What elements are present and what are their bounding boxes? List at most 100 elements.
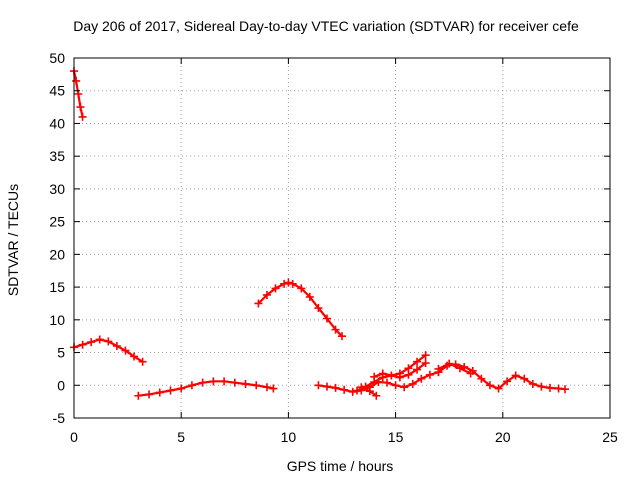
data-point <box>297 284 306 293</box>
data-point <box>78 112 87 121</box>
data-point <box>445 359 454 368</box>
data-point <box>425 370 434 379</box>
data-point <box>485 381 494 390</box>
data-point <box>387 371 396 380</box>
data-point <box>252 381 261 390</box>
data-point <box>477 374 486 383</box>
data-point <box>545 383 554 392</box>
series-arc-5 <box>314 368 443 396</box>
data-point <box>112 342 121 350</box>
data-point <box>413 365 422 374</box>
x-tick-label: 25 <box>602 429 618 445</box>
data-point <box>314 381 323 390</box>
data-point <box>353 386 362 395</box>
series-arc-1 <box>70 67 87 121</box>
data-point <box>145 390 154 399</box>
data-point <box>254 299 263 308</box>
data-point <box>271 284 280 293</box>
series-arc-2 <box>70 335 147 366</box>
data-point <box>177 384 186 393</box>
series-arc-7 <box>357 383 381 400</box>
data-point <box>104 337 113 346</box>
data-point <box>421 351 430 360</box>
chart-title: Day 206 of 2017, Sidereal Day-to-day VTE… <box>73 18 579 34</box>
data-point <box>331 325 340 334</box>
y-tick-label: 25 <box>49 214 65 230</box>
data-point <box>417 374 426 383</box>
data-point <box>383 378 392 387</box>
series-arc-4 <box>254 278 346 341</box>
data-point <box>121 346 130 355</box>
data-point <box>466 369 475 378</box>
data-point <box>314 304 323 313</box>
data-point <box>503 377 512 386</box>
data-point <box>269 384 278 393</box>
series-line <box>257 281 344 338</box>
data-point <box>520 374 529 383</box>
plot-frame <box>73 57 611 419</box>
data-point <box>434 364 443 373</box>
y-tick-label: 40 <box>49 115 65 131</box>
x-tick-label: 10 <box>281 429 297 445</box>
data-point <box>87 338 96 347</box>
x-tick-label: 5 <box>177 429 185 445</box>
y-tick-label: 50 <box>49 50 65 66</box>
x-tick-label: 15 <box>388 429 404 445</box>
data-point <box>305 292 314 301</box>
series-arc-8 <box>370 359 430 382</box>
data-point <box>74 90 83 98</box>
data-point <box>155 388 164 397</box>
data-point <box>166 386 175 395</box>
data-point <box>395 373 404 382</box>
series-arc-3 <box>134 377 278 400</box>
data-point <box>288 279 297 288</box>
data-point <box>338 332 346 341</box>
data-point <box>284 278 293 287</box>
data-point <box>537 382 546 391</box>
data-point <box>95 335 104 344</box>
data-point <box>241 379 250 388</box>
y-axis-label: SDTVAR / TECUs <box>5 184 21 296</box>
x-tick-label: 0 <box>70 429 78 445</box>
data-point <box>187 381 196 390</box>
data-point <box>331 383 340 392</box>
data-point <box>413 357 422 366</box>
series-line <box>437 362 472 375</box>
data-point <box>138 357 147 366</box>
data-point <box>262 290 271 299</box>
data-point <box>72 76 81 85</box>
data-point <box>198 378 207 387</box>
y-tick-label: 35 <box>49 148 65 164</box>
y-tick-label: 10 <box>49 312 65 328</box>
data-point <box>322 314 331 323</box>
y-tick-label: 5 <box>57 345 65 361</box>
data-point <box>455 364 464 373</box>
data-point <box>511 371 520 380</box>
data-point <box>130 352 139 361</box>
data-point <box>365 387 374 396</box>
data-point <box>280 279 289 288</box>
series-layer <box>70 67 569 400</box>
x-tick-label: 20 <box>495 429 511 445</box>
y-tick-label: 20 <box>49 246 65 262</box>
data-point <box>348 387 357 396</box>
data-point <box>400 383 409 392</box>
y-tick-label: -5 <box>53 410 66 426</box>
grid <box>74 58 610 418</box>
data-point <box>230 378 239 387</box>
x-axis-label: GPS time / hours <box>287 458 394 474</box>
data-point <box>404 370 413 379</box>
data-point <box>134 391 143 400</box>
data-point <box>322 382 331 391</box>
data-point <box>340 385 349 394</box>
y-tick-label: 30 <box>49 181 65 197</box>
series-arc-10 <box>434 359 475 378</box>
data-point <box>408 379 417 388</box>
data-point <box>220 377 229 386</box>
data-point <box>528 379 537 388</box>
data-point <box>370 372 379 381</box>
y-tick-label: 15 <box>49 279 65 295</box>
data-point <box>357 383 366 392</box>
data-point <box>391 381 400 390</box>
data-point <box>378 369 387 378</box>
